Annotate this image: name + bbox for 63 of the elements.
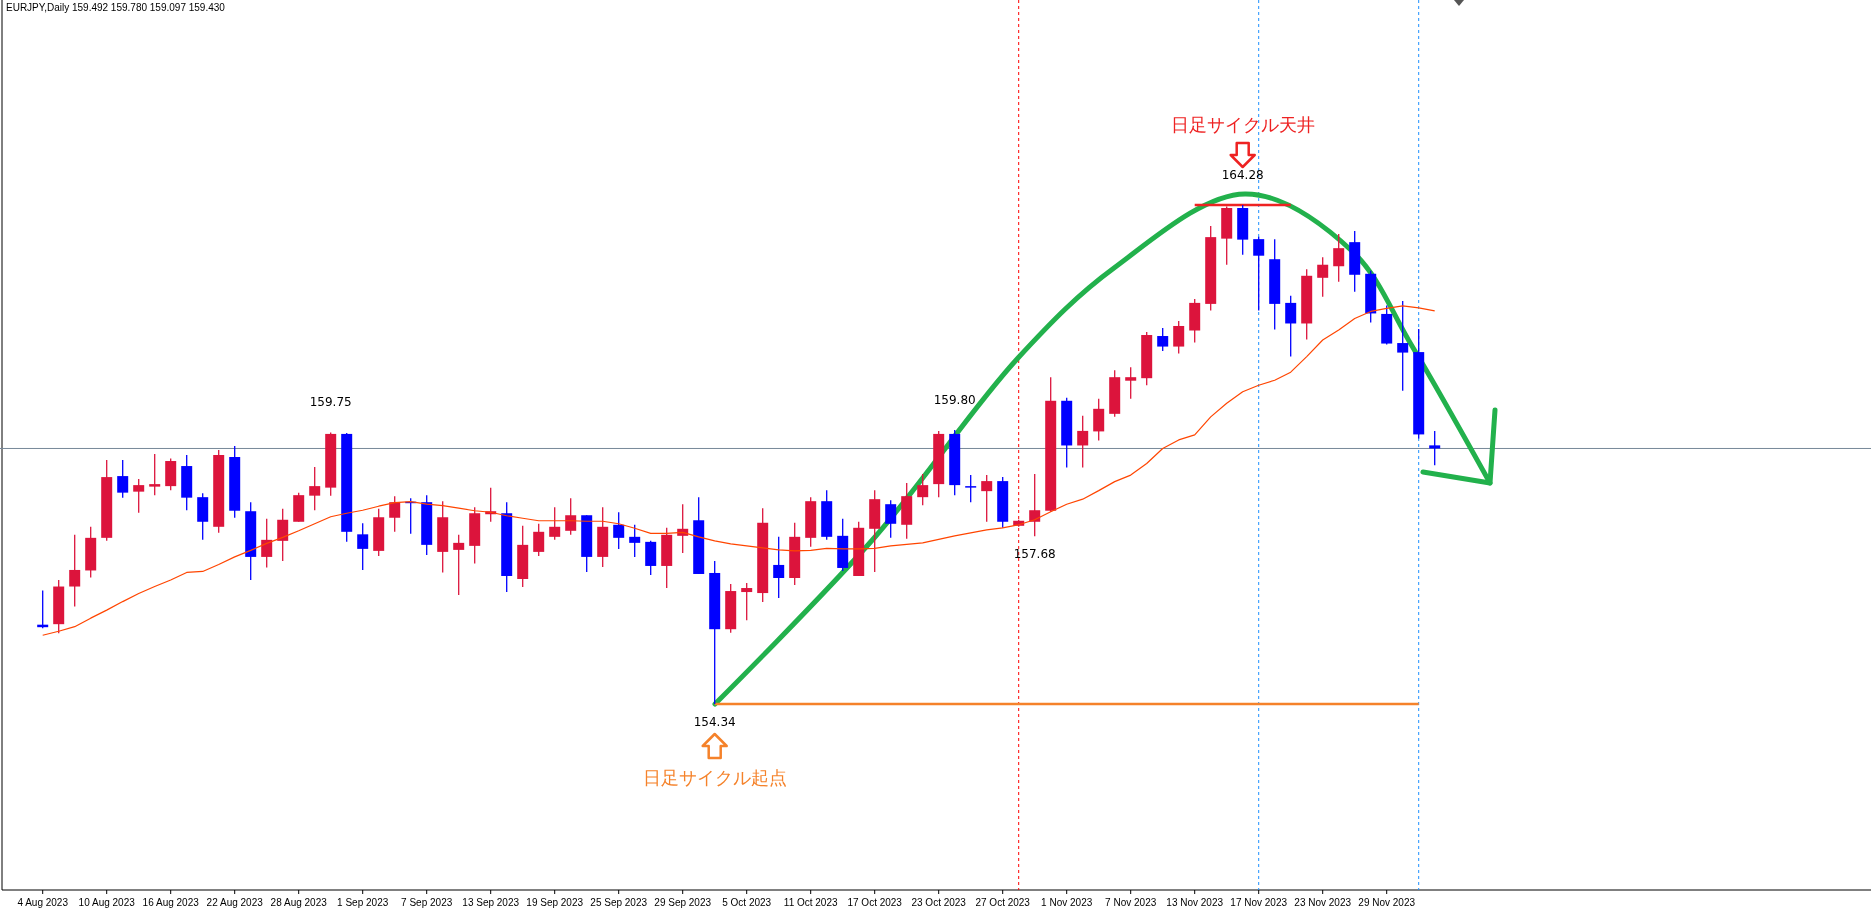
annotation: 159.75 xyxy=(309,395,352,410)
candlestick xyxy=(1093,398,1105,442)
x-tick-label: 4 Aug 2023 xyxy=(17,897,69,908)
text: 日足サイクル起点 xyxy=(642,767,787,788)
candlestick xyxy=(917,473,929,506)
candlestick xyxy=(69,534,81,608)
annotation: 164.28 xyxy=(1221,168,1264,182)
candlestick xyxy=(773,536,785,599)
text: 日足サイクル天井 xyxy=(1170,114,1315,135)
candlestick xyxy=(981,474,993,523)
candlestick xyxy=(1253,235,1265,312)
candlestick xyxy=(1317,256,1329,298)
x-tick-label: 27 Oct 2023 xyxy=(975,897,1031,908)
annotation: 159.80 xyxy=(933,392,976,407)
x-tick-label: 22 Aug 2023 xyxy=(206,897,264,908)
candlestick xyxy=(357,522,369,571)
candlestick xyxy=(1157,327,1169,352)
x-tick-label: 17 Oct 2023 xyxy=(847,897,903,908)
candlestick xyxy=(149,453,161,496)
x-tick-label: 7 Nov 2023 xyxy=(1105,897,1157,908)
candlestick xyxy=(1397,300,1409,392)
candlestick xyxy=(1077,415,1089,469)
x-tick-label: 23 Nov 2023 xyxy=(1294,897,1352,908)
candlestick xyxy=(533,523,545,557)
candlestick xyxy=(261,518,273,569)
candlestick xyxy=(885,499,897,539)
candlestick xyxy=(309,466,321,511)
x-tick-label: 10 Aug 2023 xyxy=(78,897,136,908)
x-tick-label: 13 Sep 2023 xyxy=(462,897,520,908)
candlestick xyxy=(1429,430,1441,466)
chart-title: EURJPY,Daily 159.492 159.780 159.097 159.430 xyxy=(6,2,226,13)
candlestick xyxy=(1285,295,1297,358)
x-tick-label: 1 Nov 2023 xyxy=(1041,897,1093,908)
x-tick-label: 23 Oct 2023 xyxy=(911,897,967,908)
candlestick xyxy=(1125,366,1137,400)
x-tick-label: 7 Sep 2023 xyxy=(401,897,453,908)
x-tick-label: 29 Nov 2023 xyxy=(1358,897,1416,908)
candlestick xyxy=(277,508,289,562)
candlestick xyxy=(549,506,561,541)
x-tick-label: 29 Sep 2023 xyxy=(654,897,712,908)
annotation: 154.34 xyxy=(693,715,736,729)
x-tick-label: 11 Oct 2023 xyxy=(783,897,838,908)
x-tick-label: 19 Sep 2023 xyxy=(526,897,584,908)
candlestick xyxy=(453,534,465,596)
candlestick xyxy=(613,511,625,550)
candlestick xyxy=(389,495,401,533)
candlestick xyxy=(965,474,977,503)
candlestick xyxy=(741,582,753,621)
x-tick-label: 28 Aug 2023 xyxy=(270,897,328,908)
x-tick-label: 25 Sep 2023 xyxy=(590,897,648,908)
x-tick-label: 1 Sep 2023 xyxy=(337,897,389,908)
x-tick-label: 17 Nov 2023 xyxy=(1230,897,1288,908)
x-tick-label: 16 Aug 2023 xyxy=(142,897,200,908)
x-tick-label: 13 Nov 2023 xyxy=(1166,897,1224,908)
candlestick xyxy=(133,478,145,514)
candlestick xyxy=(629,524,641,558)
candlestick xyxy=(1173,320,1185,355)
candlestick xyxy=(1333,233,1345,283)
candlestick xyxy=(117,459,129,499)
annotation: 157.68 xyxy=(1013,547,1056,562)
candlestick xyxy=(1029,473,1041,537)
candlestick xyxy=(565,497,577,536)
x-tick-label: 5 Oct 2023 xyxy=(722,897,772,908)
